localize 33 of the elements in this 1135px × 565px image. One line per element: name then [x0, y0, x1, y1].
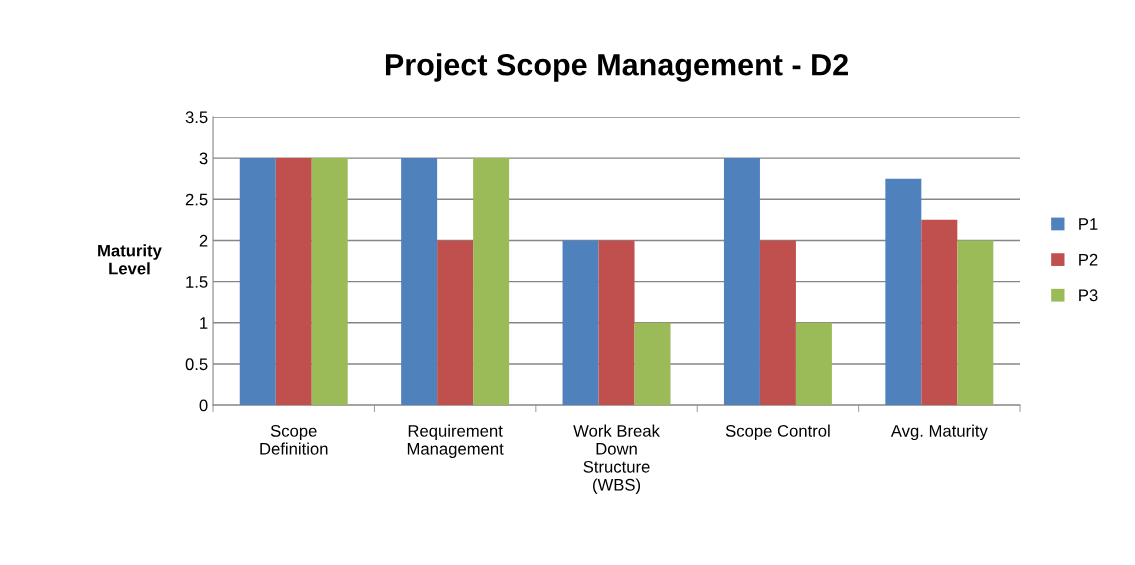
bar — [473, 158, 510, 406]
x-tick-label: Scope Control — [725, 424, 830, 441]
x-tick-label: Avg. Maturity — [890, 424, 988, 441]
bar — [634, 322, 671, 406]
y-tick-label: 2.5 — [185, 193, 208, 206]
y-tick-label: 1.5 — [186, 276, 208, 288]
bar — [723, 158, 760, 406]
bar — [562, 240, 599, 406]
chart-title: Project Scope Management - D2 — [385, 53, 848, 82]
y-tick-label: 0.5 — [185, 358, 208, 371]
legend-label: P3 — [1079, 289, 1098, 302]
bar — [759, 240, 796, 406]
legend-label: P2 — [1079, 253, 1098, 266]
x-tick-label: Work Break Down Structure (WBS) — [573, 424, 660, 494]
x-tick-label: Scope Definition — [260, 424, 328, 455]
y-tick-label: 0 — [199, 399, 208, 412]
y-tick-label: 1 — [200, 317, 208, 329]
bar — [885, 178, 922, 406]
bar — [239, 158, 276, 406]
bar — [275, 158, 312, 406]
bar — [598, 240, 635, 406]
legend-label: P1 — [1079, 218, 1098, 230]
y-tick-label: 2 — [199, 234, 208, 247]
bar — [795, 322, 832, 406]
bar — [437, 240, 474, 406]
bar — [957, 240, 994, 406]
y-tick-label: 3.5 — [185, 111, 208, 124]
y-axis-title: Maturity Level — [98, 244, 162, 275]
bar — [401, 158, 438, 406]
y-tick-label: 3 — [199, 152, 208, 165]
bar — [311, 158, 348, 406]
x-tick-label: Requirement Management — [407, 424, 504, 459]
bar — [921, 219, 958, 406]
